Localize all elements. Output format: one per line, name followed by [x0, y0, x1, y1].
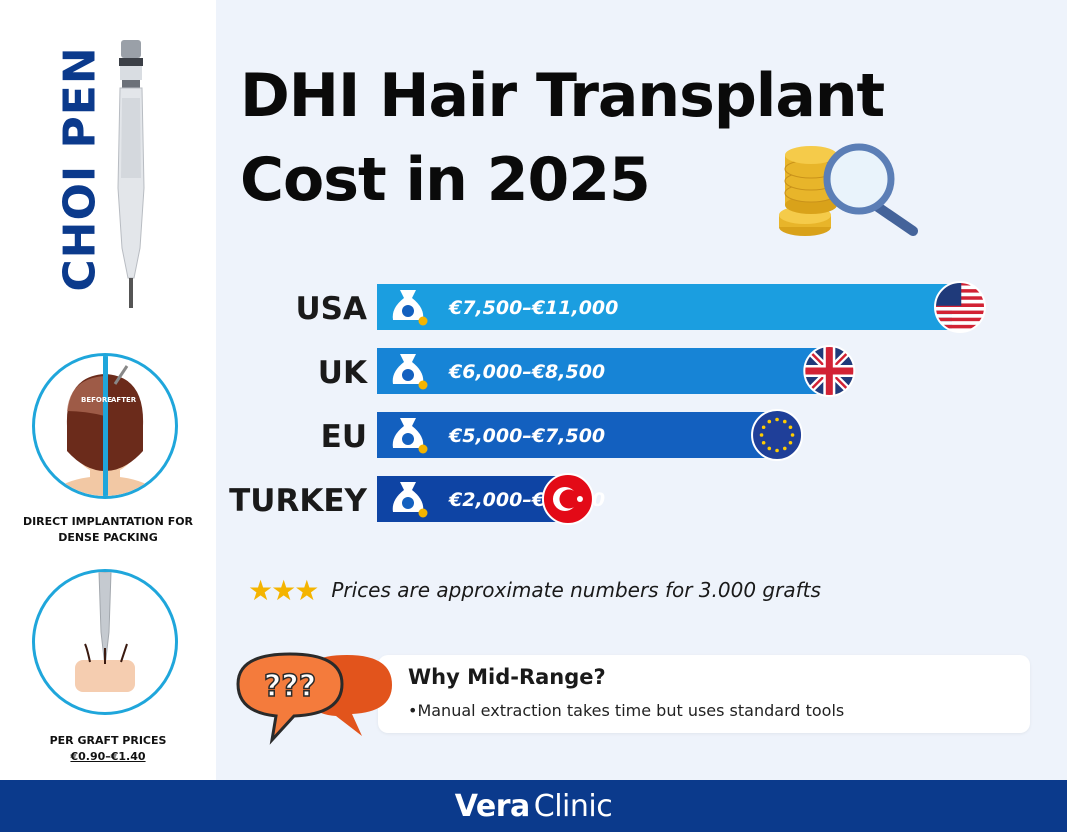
- category-label: EU: [321, 419, 367, 455]
- sidebar: CHOI PEN BEFORE AFTER DIRECT IMPLANTATIO…: [0, 0, 216, 780]
- why-title: Why Mid-Range?: [408, 665, 606, 689]
- before-label: BEFORE: [81, 396, 112, 404]
- brand-bold: Vera: [454, 788, 530, 824]
- price-note: ★★★ Prices are approximate numbers for 3…: [248, 573, 821, 607]
- flag-turkey-icon: [541, 473, 594, 525]
- money-bag-icon: [392, 354, 428, 390]
- money-bag-icon: [392, 418, 428, 454]
- why-card: Why Mid-Range? •Manual extraction takes …: [378, 655, 1030, 733]
- bar-row-turkey: TURKEY €2,000–€3,500: [229, 473, 605, 525]
- implantation-caption: DIRECT IMPLANTATION FOR DENSE PACKING: [22, 515, 194, 544]
- money-bag-icon: [392, 482, 428, 518]
- price-chart: USA €7,500–€11,000 UK €6,000–€8,500 EU €5,000…: [229, 281, 986, 525]
- per-graft-price: €0.90–€1.40: [70, 750, 146, 763]
- page-title: DHI Hair Transplant Cost in 2025: [240, 54, 885, 222]
- after-label: AFTER: [111, 396, 137, 404]
- bar-row-uk: UK €6,000–€8,500: [318, 345, 856, 397]
- title-line-1: DHI Hair Transplant: [240, 61, 885, 131]
- choi-pen-label: CHOI PEN: [54, 46, 106, 292]
- flag-eu-icon: [751, 409, 804, 461]
- per-graft-illustration: [32, 569, 178, 715]
- title-line-2: Cost in 2025: [240, 145, 651, 215]
- footer: Vera Clinic: [0, 780, 1067, 832]
- why-bullet: •Manual extraction takes time but uses s…: [408, 701, 845, 720]
- note-text: Prices are approximate numbers for 3.000…: [331, 578, 821, 602]
- question-bubbles-icon: ???: [236, 652, 392, 745]
- choi-pen-icon: [117, 40, 145, 308]
- brand-logo: Vera Clinic: [0, 780, 1067, 832]
- category-label: USA: [296, 291, 368, 327]
- star-rating: ★★★: [248, 573, 319, 607]
- money-bag-icon: [392, 290, 428, 326]
- bar-row-eu: EU €5,000–€7,500: [321, 409, 804, 461]
- before-after-illustration: BEFORE AFTER: [32, 353, 178, 499]
- data-label: €7,500–€11,000: [448, 297, 618, 319]
- bar-row-usa: USA €7,500–€11,000: [296, 281, 986, 333]
- category-label: TURKEY: [229, 483, 367, 519]
- data-label: €5,000–€7,500: [448, 425, 605, 447]
- bar: [377, 348, 822, 394]
- bar: [377, 284, 952, 330]
- data-label: €6,000–€8,500: [448, 361, 605, 383]
- coins-magnifier-icon: [779, 143, 918, 236]
- bar: [377, 412, 770, 458]
- brand-light: Clinic: [533, 788, 613, 824]
- choi-pen-title: CHOI PEN: [54, 38, 106, 300]
- flag-usa-icon: [934, 281, 986, 333]
- bubble-question-marks: ???: [264, 669, 316, 704]
- per-graft-caption: PER GRAFT PRICES €0.90–€1.40: [6, 733, 210, 765]
- category-label: UK: [318, 355, 368, 391]
- flag-uk-icon: [803, 345, 856, 397]
- per-graft-label: PER GRAFT PRICES: [49, 734, 167, 747]
